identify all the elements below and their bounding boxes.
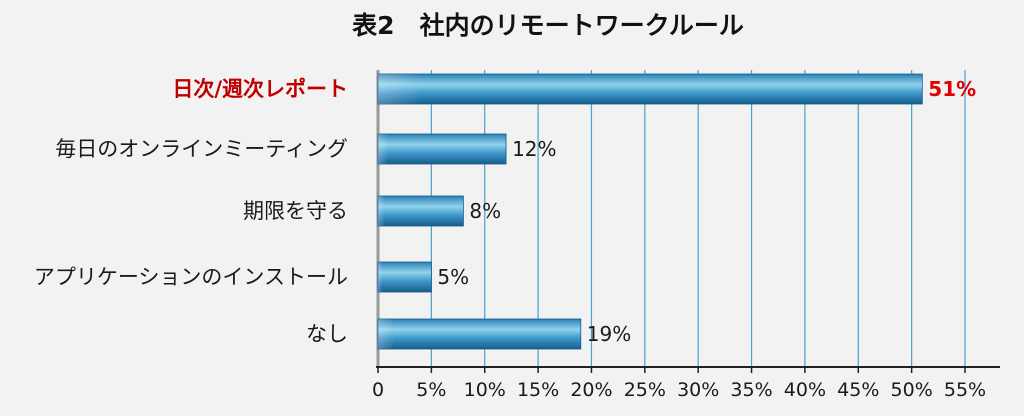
x-tick-label: 50% xyxy=(891,379,933,401)
category-label: 期限を守る xyxy=(243,199,348,223)
value-label: 8% xyxy=(469,199,501,223)
chart-title: 表2 社内のリモートワークルール xyxy=(352,11,744,40)
bar-highlight xyxy=(378,134,507,164)
category-label: アプリケーションのインストール xyxy=(34,265,348,289)
labels: 0 5% 10% 15% 20% 25% 30% 35% 40% 45% 50% 55% 日次/週次レポ… xyxy=(34,77,986,401)
bar-highlight xyxy=(378,262,432,292)
x-tick-label: 40% xyxy=(784,379,826,401)
x-tick-label: 5% xyxy=(416,379,446,401)
value-label: 51% xyxy=(928,77,976,101)
value-label: 12% xyxy=(512,137,556,161)
category-label: なし xyxy=(306,322,348,346)
x-tick-label: 35% xyxy=(730,379,772,401)
gridlines xyxy=(430,70,966,367)
x-tick-label: 0 xyxy=(372,379,384,401)
bar-highlight xyxy=(378,74,923,104)
x-tick-label: 30% xyxy=(677,379,719,401)
value-label: 5% xyxy=(437,265,469,289)
x-tick-label: 25% xyxy=(624,379,666,401)
value-label: 19% xyxy=(587,322,631,346)
bar-highlight xyxy=(378,196,464,226)
category-label: 毎日のオンラインミーティング xyxy=(55,137,348,161)
x-tick-label: 55% xyxy=(944,379,986,401)
x-tick-label: 45% xyxy=(837,379,879,401)
x-tick-label: 20% xyxy=(570,379,612,401)
x-tick-label: 15% xyxy=(517,379,559,401)
category-label: 日次/週次レポート xyxy=(172,77,348,101)
bar-highlight xyxy=(378,319,581,349)
x-tick-label: 10% xyxy=(464,379,506,401)
bars xyxy=(377,73,923,350)
